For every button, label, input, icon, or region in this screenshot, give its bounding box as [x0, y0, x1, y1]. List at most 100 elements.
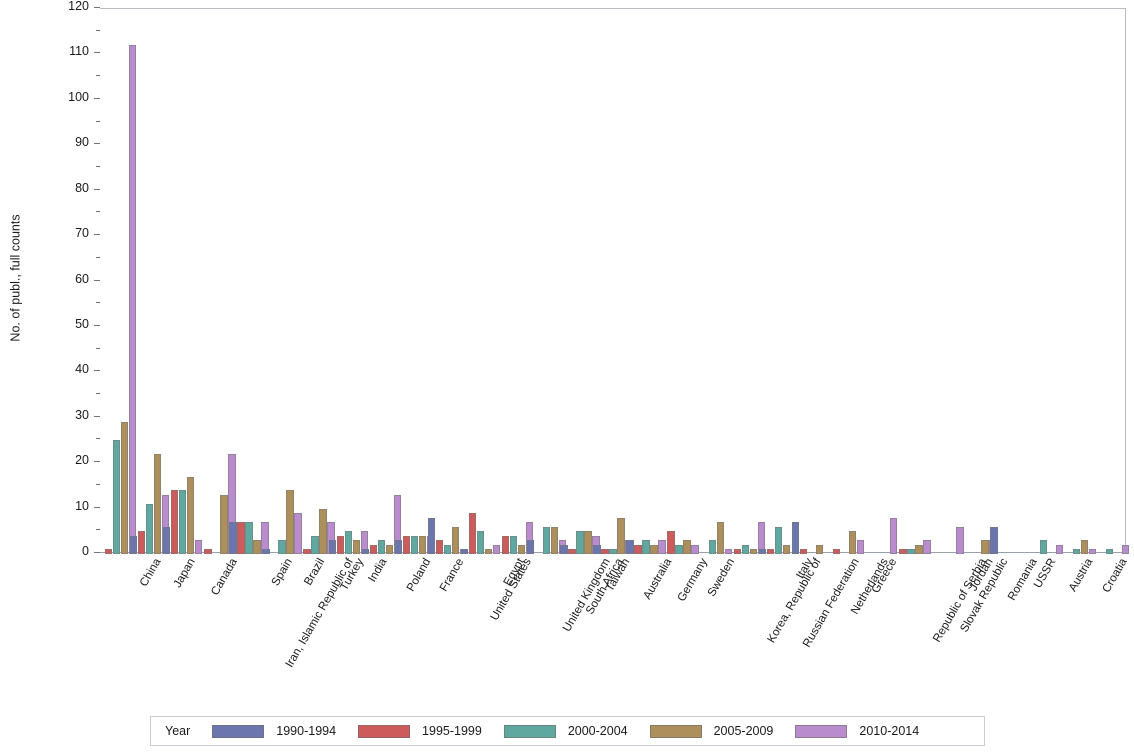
- legend-label: 1995-1999: [422, 724, 482, 738]
- bar: [502, 535, 510, 554]
- bar: [741, 544, 750, 554]
- y-axis-tick-label: 40: [75, 362, 89, 377]
- bar: [658, 540, 666, 554]
- legend-swatch: [358, 724, 411, 738]
- legend-swatch: [212, 724, 265, 738]
- bar: [990, 526, 998, 554]
- bar-group: [427, 9, 468, 554]
- bar: [650, 544, 658, 554]
- bar: [220, 494, 228, 554]
- bar: [1105, 549, 1114, 554]
- bar: [451, 526, 460, 554]
- bar: [1080, 540, 1089, 554]
- y-axis-tick-mark: [96, 256, 100, 258]
- bar: [593, 544, 601, 554]
- bar: [286, 490, 294, 554]
- y-axis-tick-mark: [94, 324, 100, 326]
- y-axis-tick-label: 100: [68, 89, 89, 104]
- bar: [427, 517, 436, 554]
- x-axis-label: Australia: [640, 556, 675, 602]
- bar: [377, 540, 385, 554]
- y-axis-tick-mark: [96, 393, 100, 395]
- bar-group: [1024, 9, 1063, 554]
- bar: [468, 513, 477, 554]
- bar: [394, 540, 403, 554]
- bar: [262, 549, 270, 554]
- bar: [492, 544, 501, 554]
- bar: [344, 531, 352, 554]
- bar: [584, 531, 592, 554]
- bar: [402, 535, 411, 554]
- bar: [460, 549, 469, 554]
- bar-group: [1057, 9, 1097, 554]
- bar: [518, 544, 526, 554]
- bar: [683, 540, 691, 554]
- bar: [560, 544, 568, 554]
- bar-group: [924, 9, 964, 554]
- bar: [153, 454, 162, 554]
- bar: [171, 490, 179, 554]
- bar: [907, 549, 915, 554]
- y-axis-tick-label: 90: [75, 135, 89, 150]
- bar: [708, 540, 716, 554]
- bar: [484, 549, 493, 554]
- bar-group: [626, 9, 666, 554]
- legend-item[interactable]: 2010-2014: [795, 724, 919, 738]
- y-axis-tick-label: 0: [82, 544, 89, 558]
- bar-group: [295, 9, 335, 554]
- bar: [774, 526, 783, 554]
- bar: [899, 549, 907, 554]
- bar: [328, 540, 336, 554]
- bar: [179, 490, 187, 554]
- legend-label: 2000-2004: [567, 724, 628, 738]
- bar-group: [97, 9, 137, 554]
- bar: [303, 549, 311, 554]
- legend-item[interactable]: 1990-1994: [212, 724, 336, 738]
- legend-item[interactable]: 2000-2004: [503, 724, 628, 738]
- bar: [915, 544, 923, 554]
- y-axis-tick-mark: [94, 461, 100, 463]
- bar: [758, 549, 767, 554]
- bar: [245, 522, 253, 554]
- bar: [782, 544, 791, 554]
- bar-group: [693, 9, 732, 554]
- bar: [195, 540, 203, 554]
- bar: [1072, 549, 1081, 554]
- x-axis-label: Poland: [404, 556, 434, 594]
- y-axis-tick-mark: [96, 347, 100, 349]
- bar: [799, 549, 808, 554]
- y-axis-tick-mark: [96, 211, 100, 213]
- bar: [716, 522, 724, 554]
- bar-group: [129, 9, 170, 554]
- bar-group: [262, 9, 302, 554]
- bar: [576, 531, 584, 554]
- legend-swatch: [795, 724, 848, 738]
- bar: [319, 508, 327, 554]
- bar: [634, 544, 642, 554]
- bar: [253, 540, 261, 554]
- legend-items: 1990-1994 1995-1999 2000-2004 2005-2009 2010…: [212, 724, 941, 738]
- bar-group: [825, 9, 865, 554]
- bar: [369, 544, 377, 554]
- bar: [336, 535, 344, 554]
- bar: [832, 549, 841, 554]
- bar: [120, 422, 129, 554]
- y-axis-title: No. of publ., full counts: [4, 0, 28, 556]
- bar: [856, 540, 865, 554]
- y-axis-tick-mark: [94, 552, 100, 553]
- legend-item[interactable]: 2005-2009: [649, 724, 773, 738]
- bar: [104, 549, 113, 554]
- legend-item[interactable]: 1995-1999: [358, 724, 482, 738]
- y-axis-tick-mark: [94, 52, 100, 54]
- bar: [1039, 540, 1047, 554]
- bar: [435, 540, 444, 554]
- bar: [129, 535, 138, 554]
- bar: [1055, 544, 1063, 554]
- bar: [609, 549, 617, 554]
- legend-title: Year: [165, 724, 191, 738]
- bar-group: [229, 9, 269, 554]
- bar: [601, 549, 609, 554]
- bar-group: [758, 9, 798, 554]
- bar: [923, 540, 931, 554]
